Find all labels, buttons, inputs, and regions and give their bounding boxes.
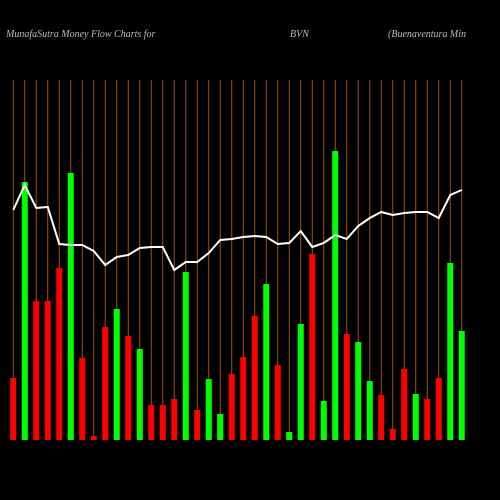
bar (67, 173, 74, 440)
bar (205, 379, 212, 440)
bar (228, 374, 235, 440)
bar (159, 405, 166, 440)
bar (33, 301, 40, 440)
bar (343, 334, 350, 440)
bar (412, 394, 419, 440)
bar (171, 399, 178, 440)
bar (274, 365, 281, 440)
bar (44, 301, 51, 440)
chart-title: MunafaSutra Money Flow Charts for (5, 29, 156, 40)
bar (263, 284, 270, 440)
bar (378, 395, 385, 440)
bar (286, 432, 293, 440)
bar (424, 399, 431, 440)
bar (320, 401, 327, 440)
bar (447, 263, 454, 440)
bar (240, 357, 247, 440)
bar (102, 327, 109, 440)
chart-subtitle: (Buenaventura Min (388, 29, 466, 40)
chart-symbol: BVN (290, 29, 310, 40)
bar (56, 268, 63, 440)
bar (21, 182, 28, 440)
bar (401, 369, 408, 440)
bar (355, 342, 362, 440)
bar (182, 272, 189, 440)
bar (148, 405, 155, 440)
money-flow-line (12, 182, 463, 272)
bar (332, 151, 339, 440)
bar (79, 358, 86, 440)
bar (251, 316, 258, 440)
bar (10, 378, 17, 440)
bar (113, 309, 120, 440)
bar (194, 410, 201, 440)
bar (125, 336, 132, 440)
bar (309, 254, 316, 440)
bar (389, 429, 396, 440)
bar (435, 378, 442, 440)
bar (297, 324, 304, 440)
bar (366, 381, 373, 440)
bar (90, 436, 97, 440)
bar (458, 331, 465, 440)
bar (217, 414, 224, 440)
bar (136, 349, 143, 440)
